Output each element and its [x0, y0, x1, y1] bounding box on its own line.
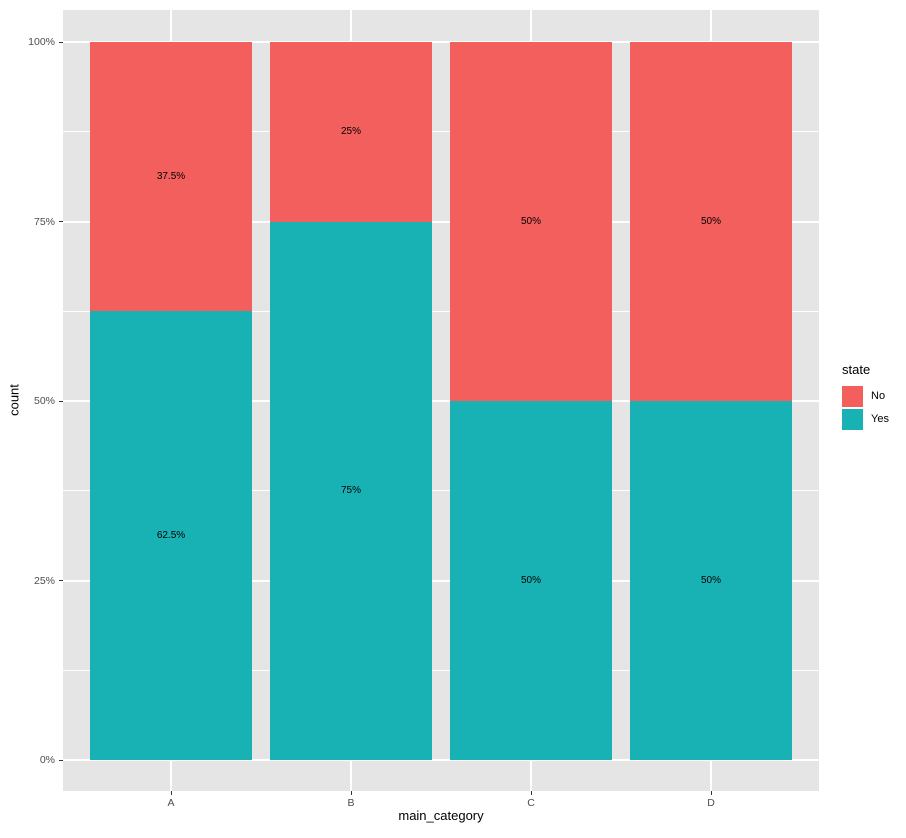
minor-gridline [63, 490, 819, 492]
x-tick-label: A [167, 797, 175, 809]
minor-gridline [63, 669, 819, 671]
bars-layer: 62.5% 37.5% 75% 25% 50% 50% 50% 50% [63, 10, 819, 791]
bar-A-yes-segment: 62.5% [90, 311, 252, 760]
major-gridline [63, 400, 819, 402]
legend-label: Yes [871, 413, 889, 425]
bar-B-yes-segment: 75% [270, 221, 432, 760]
plot-panel: 62.5% 37.5% 75% 25% 50% 50% 50% 50% [63, 10, 819, 791]
bar-C-yes-segment: 50% [450, 401, 612, 760]
y-tick-label: 75% [33, 215, 55, 228]
x-axis-title: main_category [398, 808, 484, 823]
legend: state No Yes [842, 362, 889, 432]
bar-value-label: 75% [340, 485, 361, 497]
bar-A-no-segment: 37.5% [90, 42, 252, 312]
y-tick-label: 0% [39, 754, 55, 766]
bar-value-label: 50% [520, 575, 541, 586]
bar-value-label: 37.5% [156, 171, 186, 183]
x-tick [350, 791, 352, 795]
legend-swatch-yes [842, 409, 863, 430]
legend-label: No [871, 390, 886, 402]
bar-B-no-segment: 25% [270, 42, 432, 222]
x-tick [170, 791, 172, 795]
y-axis-title: count [6, 384, 22, 416]
bar-value-label: 50% [700, 216, 721, 227]
y-tick-label: 100% [28, 36, 55, 48]
major-gridline [63, 759, 819, 761]
bar-C-no-segment: 50% [450, 42, 612, 401]
x-tick-label: B [347, 797, 355, 809]
bar-D-no-segment: 50% [630, 42, 792, 401]
minor-gridline [63, 310, 819, 312]
bar-value-label: 50% [700, 575, 721, 586]
x-tick-label: D [707, 797, 715, 809]
x-tick-label: C [527, 797, 535, 809]
major-gridline [63, 41, 819, 43]
x-tick [710, 791, 712, 795]
legend-entries: No Yes [842, 386, 889, 430]
legend-entry-no: No [842, 386, 889, 407]
major-gridline [63, 220, 819, 223]
bar-D-yes-segment: 50% [630, 401, 792, 760]
legend-entry-yes: Yes [842, 409, 889, 430]
legend-title: state [842, 362, 871, 377]
legend-swatch-no [842, 386, 863, 407]
bar-value-label: 62.5% [156, 530, 186, 542]
major-gridline [63, 579, 819, 582]
bar-value-label: 50% [520, 216, 541, 227]
bar-value-label: 25% [340, 126, 361, 138]
minor-gridline [63, 131, 819, 133]
y-tick-label: 25% [33, 574, 55, 587]
x-tick [530, 791, 532, 795]
